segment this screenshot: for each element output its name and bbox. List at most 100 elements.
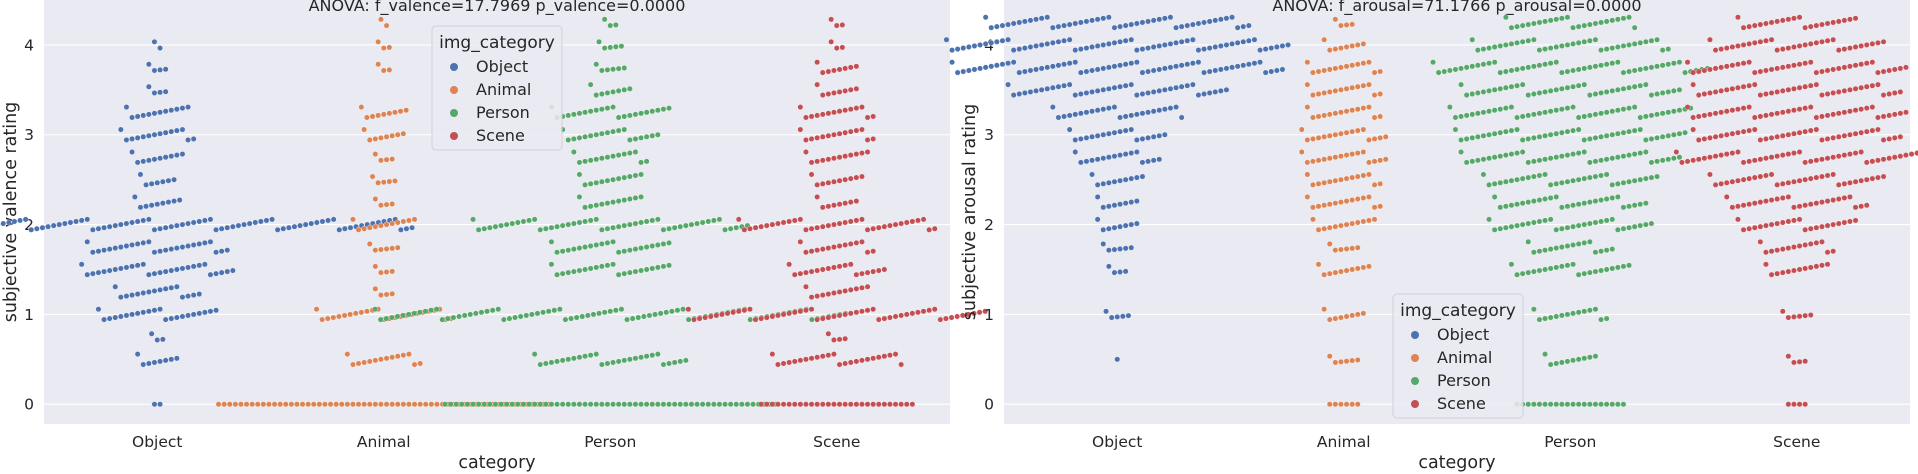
data-point: [545, 308, 552, 315]
data-point: [409, 224, 415, 231]
data-point: [162, 129, 169, 136]
data-point: [1044, 85, 1051, 92]
data-point: [162, 224, 169, 231]
data-point: [1553, 194, 1560, 200]
data-point: [1150, 89, 1157, 95]
data-point: [1066, 36, 1073, 43]
data-point: [1819, 113, 1825, 120]
data-point: [1326, 224, 1333, 231]
data-point: [875, 316, 882, 323]
data-point: [831, 290, 837, 296]
data-point: [931, 306, 938, 313]
data-point: [1508, 151, 1515, 157]
data-point: [1016, 46, 1023, 52]
data-point: [1536, 62, 1543, 69]
data-point: [587, 243, 594, 249]
data-point: [243, 401, 250, 408]
data-point: [145, 216, 152, 223]
data-point: [1807, 41, 1814, 47]
data-point: [531, 401, 538, 408]
data-point: [224, 247, 231, 254]
data-point: [1016, 19, 1023, 26]
data-point: [1262, 46, 1269, 52]
data-point: [705, 218, 712, 225]
data-point: [831, 90, 837, 96]
data-point: [1458, 113, 1464, 120]
data-point: [1161, 131, 1168, 138]
data-point: [624, 316, 630, 323]
data-point: [1055, 62, 1062, 69]
data-point: [1111, 202, 1118, 209]
data-point: [1083, 18, 1090, 25]
data-point: [1094, 66, 1101, 73]
data-point: [458, 401, 465, 408]
data-point: [1847, 45, 1853, 51]
data-point: [1654, 63, 1660, 70]
data-point: [808, 294, 815, 301]
data-point: [1807, 175, 1814, 182]
data-point: [1156, 132, 1163, 139]
data-point: [626, 221, 633, 228]
data-point: [1105, 225, 1112, 232]
data-point: [654, 264, 661, 271]
data-point: [1581, 270, 1588, 277]
data-point: [1575, 150, 1582, 156]
data-point: [780, 401, 787, 408]
data-point: [213, 226, 219, 233]
data-point: [1609, 60, 1616, 67]
data-point: [949, 59, 955, 66]
data-point: [1558, 401, 1565, 408]
data-point: [1508, 104, 1515, 110]
data-point: [1841, 109, 1848, 116]
data-point: [1173, 104, 1179, 110]
data-point: [1791, 244, 1797, 250]
data-point: [1139, 173, 1146, 180]
data-point: [1525, 136, 1532, 142]
data-point: [1542, 61, 1548, 68]
data-point: [1564, 14, 1571, 21]
data-point: [612, 307, 619, 314]
data-point: [1184, 37, 1191, 44]
data-point: [621, 401, 628, 408]
data-point: [610, 401, 616, 408]
data-point: [1659, 133, 1666, 140]
data-point: [179, 151, 186, 157]
data-point: [593, 216, 600, 223]
data-point: [506, 315, 513, 322]
data-point: [638, 110, 644, 117]
data-point: [920, 216, 927, 223]
data-point: [699, 401, 706, 408]
data-point: [825, 352, 832, 359]
data-point: [598, 67, 605, 74]
data-point: [481, 225, 488, 232]
x-axis-label: category: [458, 453, 535, 473]
data-point: [828, 38, 835, 45]
data-point: [1847, 108, 1853, 115]
data-point: [803, 307, 809, 314]
data-point: [196, 291, 203, 297]
data-point: [1234, 63, 1241, 70]
data-point: [1813, 224, 1820, 231]
data-point: [727, 401, 734, 408]
data-point: [660, 241, 667, 247]
data-point: [1089, 108, 1095, 115]
data-point: [1094, 107, 1101, 114]
data-point: [1553, 180, 1560, 187]
data-point: [372, 263, 379, 270]
data-point: [626, 356, 633, 363]
data-point: [159, 178, 166, 185]
data-point: [1558, 153, 1565, 160]
data-point: [213, 307, 219, 314]
data-point: [95, 306, 102, 313]
data-point: [649, 243, 656, 249]
data-point: [699, 219, 706, 226]
data-point: [1626, 84, 1632, 91]
data-point: [1718, 180, 1725, 187]
data-point: [570, 268, 577, 275]
data-point: [819, 133, 826, 140]
data-point: [112, 266, 119, 273]
data-point: [1502, 42, 1509, 48]
data-point: [369, 173, 376, 180]
data-point: [1310, 158, 1316, 165]
